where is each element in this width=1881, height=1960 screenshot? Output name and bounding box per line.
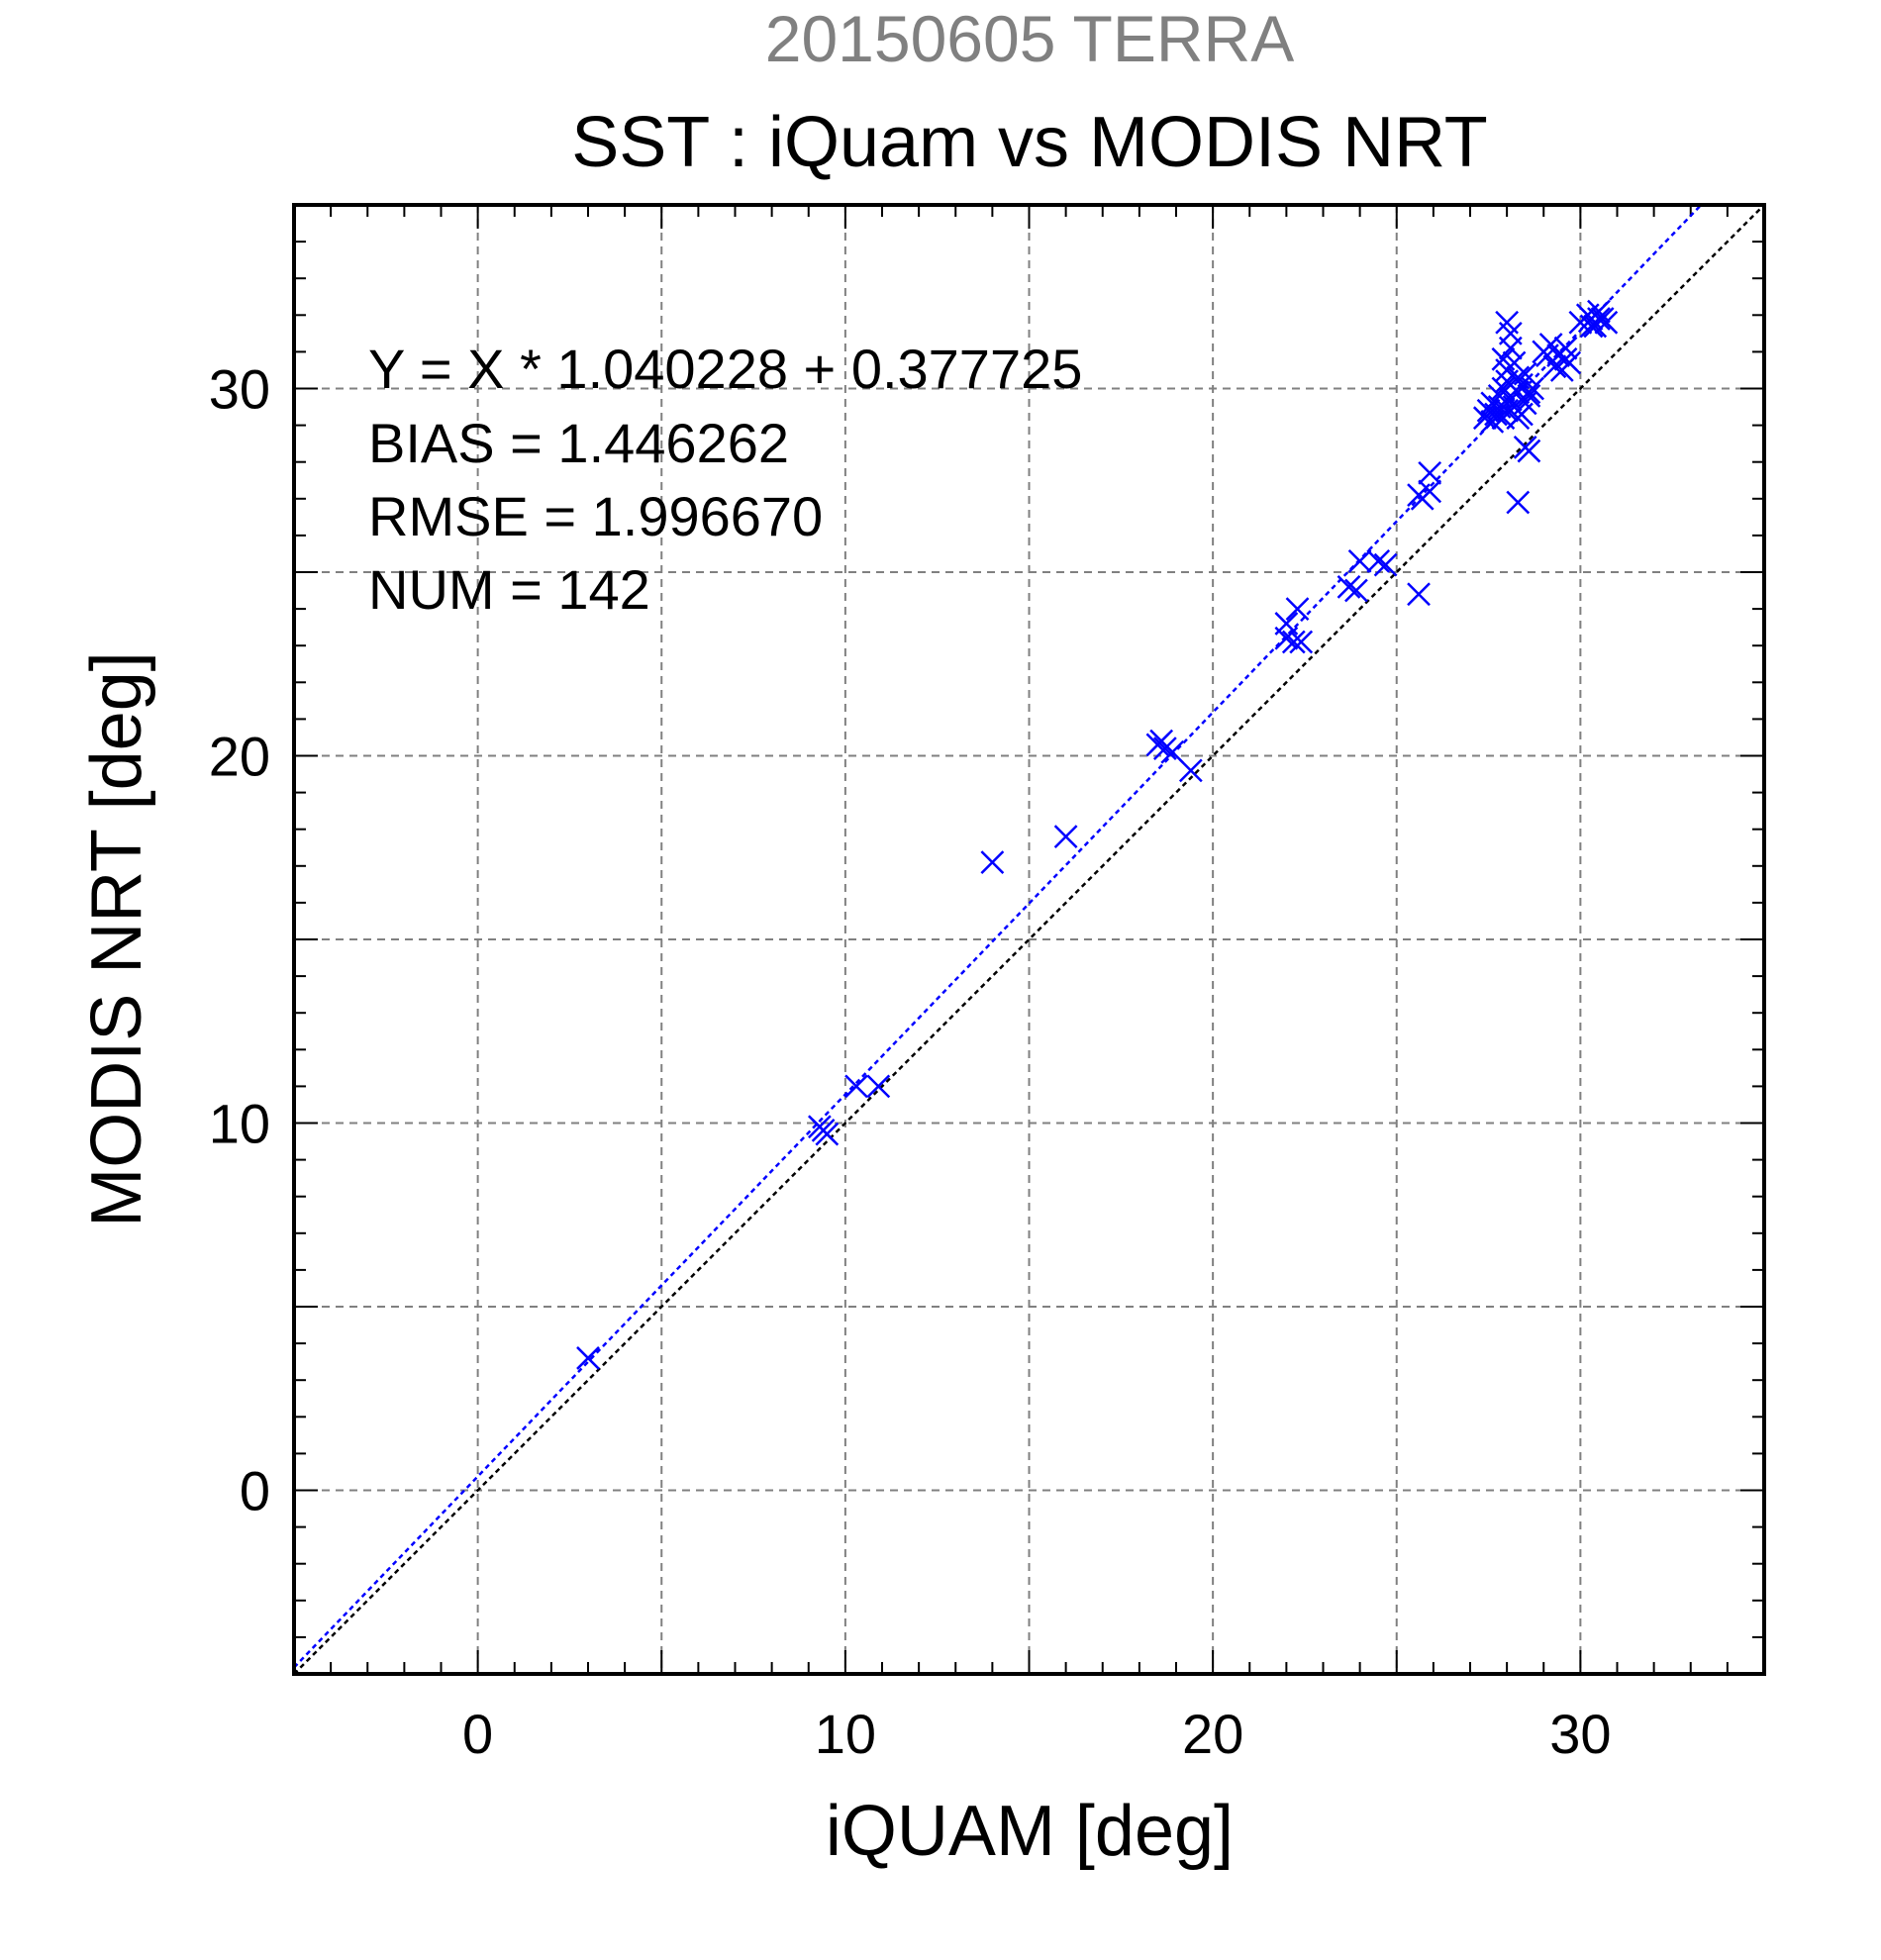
plot-frame (292, 203, 1766, 1676)
data-point (1053, 825, 1078, 849)
data-point (1347, 548, 1372, 573)
x-tick-label: 10 (815, 1703, 876, 1765)
data-point (1491, 346, 1516, 371)
data-point (1178, 758, 1203, 783)
data-point (1418, 460, 1442, 485)
data-point (1289, 630, 1314, 654)
identity-line (293, 204, 1765, 1675)
data-point (844, 1074, 868, 1099)
data-point (1149, 729, 1174, 753)
data-point (1506, 365, 1531, 390)
data-point (1521, 376, 1544, 401)
data-point (1553, 336, 1578, 360)
data-point (576, 1346, 600, 1370)
data-point (1587, 307, 1611, 331)
data-point (1281, 630, 1306, 654)
data-point (1587, 299, 1611, 324)
stats-box: Y = X * 1.040228 + 0.377725 BIAS = 1.446… (368, 338, 1082, 621)
x-tick-label: 30 (1549, 1703, 1611, 1765)
data-point (1491, 376, 1516, 401)
stats-line-rmse: RMSE = 1.996670 (368, 485, 823, 547)
y-tick-label: 20 (209, 726, 270, 788)
tick-labels: 0 10 20 30 0 10 20 30 (209, 358, 1612, 1766)
y-tick-label: 0 (240, 1460, 270, 1522)
reference-lines (293, 204, 1765, 1675)
data-point (1517, 439, 1541, 463)
data-point (1557, 350, 1582, 375)
stats-line-num: NUM = 142 (368, 558, 650, 621)
data-point (1274, 612, 1299, 636)
data-point (1535, 343, 1559, 367)
data-point (1513, 361, 1537, 386)
x-tick-label: 0 (462, 1703, 493, 1765)
data-point (1152, 736, 1177, 760)
data-point (1418, 479, 1442, 504)
x-tick-label: 20 (1182, 1703, 1243, 1765)
y-axis-label: MODIS NRT [deg] (77, 651, 156, 1227)
grid-lines (294, 205, 1764, 1674)
stats-line-bias: BIAS = 1.446262 (368, 412, 789, 474)
data-point (1344, 578, 1368, 603)
data-point (980, 850, 1005, 874)
chart-title: 20150605 TERRA (765, 2, 1294, 75)
data-point (1506, 490, 1531, 515)
data-point (1285, 597, 1310, 621)
data-point (1407, 582, 1431, 607)
data-points (576, 299, 1619, 1370)
y-tick-label: 30 (209, 358, 270, 421)
data-point (1366, 548, 1391, 573)
data-point (1498, 321, 1523, 345)
data-point (811, 1119, 836, 1142)
data-point (1373, 552, 1398, 577)
x-axis-label: iQUAM [deg] (826, 1792, 1234, 1871)
data-point (1542, 354, 1567, 379)
data-point (1594, 310, 1619, 335)
y-tick-label: 10 (209, 1093, 270, 1155)
data-point (866, 1074, 891, 1099)
chart-subtitle: SST : iQuam vs MODIS NRT (571, 103, 1488, 182)
data-point (1336, 574, 1361, 599)
data-point (1506, 406, 1531, 431)
data-point (1517, 384, 1541, 408)
stats-line-regression: Y = X * 1.040228 + 0.377725 (368, 338, 1082, 400)
